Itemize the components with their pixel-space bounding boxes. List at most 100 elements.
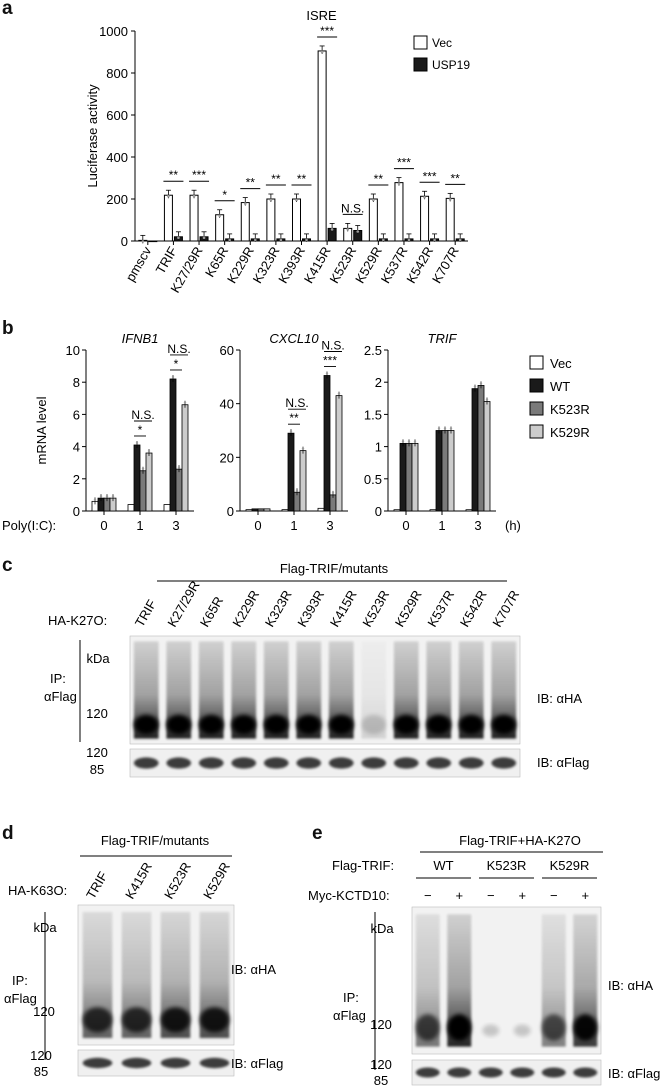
x-tick-label: 0 xyxy=(402,518,409,533)
bar-vec xyxy=(266,198,276,242)
significance-label: ** xyxy=(297,172,307,186)
significance-label: ** xyxy=(169,168,179,182)
significance-label: N.S. xyxy=(341,201,364,215)
significance-label: N.S. xyxy=(321,338,344,352)
panel-letter-c: c xyxy=(2,555,13,576)
row-label: HA-K27O: xyxy=(48,613,107,628)
flag-band xyxy=(426,757,452,769)
data-point xyxy=(253,238,257,242)
panel-letter-b: b xyxy=(2,318,14,339)
data-point xyxy=(147,449,151,453)
bar-wt xyxy=(251,508,259,512)
flag-band xyxy=(541,1067,566,1078)
x-tick-label: 3 xyxy=(326,518,333,533)
smear-band xyxy=(573,1014,598,1041)
significance-label: *** xyxy=(320,24,334,38)
flag-band xyxy=(573,1067,598,1078)
x-axis-label: Poly(I:C): xyxy=(2,518,56,533)
data-point xyxy=(437,427,441,430)
smear-lane xyxy=(541,914,566,1047)
smear-lane xyxy=(573,914,598,1047)
bar-vec xyxy=(393,509,401,512)
ip-label: αFlag xyxy=(4,991,37,1006)
chart-title: IFNB1 xyxy=(122,331,159,346)
data-point xyxy=(325,372,329,375)
flag-band xyxy=(160,1057,191,1069)
group-label: WT xyxy=(433,858,453,873)
ip-label: IP: xyxy=(343,990,359,1005)
bar-k529r xyxy=(335,395,343,512)
flag-band xyxy=(328,757,354,769)
flag-band xyxy=(491,757,517,769)
legend-swatch-usp19 xyxy=(413,57,428,72)
panel-e-blot: Flag-TRIF+HA-K27O Flag-TRIF: WT K523R K529R M… xyxy=(308,833,660,1088)
bar-vec xyxy=(163,504,171,512)
smear-band xyxy=(447,1014,472,1041)
x-tick-label: 0 xyxy=(254,518,261,533)
bar-vec xyxy=(465,509,473,512)
x-tick-label: 1 xyxy=(438,518,445,533)
smear-band xyxy=(296,714,322,735)
y-tick-label: 6 xyxy=(73,407,80,422)
y-tick-label: 0 xyxy=(375,504,382,519)
row-label: Flag-TRIF: xyxy=(332,858,394,873)
legend-swatch-wt xyxy=(529,378,544,393)
significance-label: N.S. xyxy=(167,342,190,356)
treatment-sign: − xyxy=(550,888,558,903)
significance-label: ** xyxy=(289,411,299,425)
data-point xyxy=(135,441,139,445)
bar-vec xyxy=(292,198,301,242)
data-point xyxy=(167,194,170,198)
significance-label: *** xyxy=(423,169,437,183)
ip-label: αFlag xyxy=(44,689,77,704)
ib-label: IB: αFlag xyxy=(231,1056,283,1071)
lane-label: K229R xyxy=(229,588,262,630)
significance-label: *** xyxy=(323,353,337,367)
data-point xyxy=(485,398,489,401)
smear-lane xyxy=(447,914,472,1047)
y-axis-label: mRNA level xyxy=(34,396,49,464)
ip-label: αFlag xyxy=(333,1008,366,1023)
bar-wt xyxy=(435,430,443,512)
blot-membrane-flag xyxy=(411,1059,602,1086)
lane-label: K323R xyxy=(262,588,295,630)
data-point xyxy=(183,401,187,404)
lane-label: K537R xyxy=(424,588,457,630)
lane-label: TRIF xyxy=(132,597,159,630)
data-point xyxy=(407,238,411,242)
data-point xyxy=(301,447,305,450)
significance-label: N.S. xyxy=(131,408,154,422)
bar-vec xyxy=(240,202,250,242)
blot-membrane-ha xyxy=(129,635,521,745)
y-tick-label: 8 xyxy=(73,375,80,390)
row-label: HA-K63O: xyxy=(8,883,67,898)
bar-k529r xyxy=(263,508,271,512)
smear-band xyxy=(199,1007,230,1033)
data-point xyxy=(218,214,221,218)
bar-vec xyxy=(368,198,378,242)
mw-marker: 120 xyxy=(30,1048,52,1063)
flag-band xyxy=(263,757,289,769)
smear-band xyxy=(121,1007,152,1033)
y-tick-label: 600 xyxy=(106,108,128,123)
data-point xyxy=(448,198,452,201)
flag-band xyxy=(415,1067,440,1078)
bar-vec xyxy=(245,509,253,512)
flag-band xyxy=(458,757,484,769)
significance-label: *** xyxy=(192,168,206,182)
data-point xyxy=(382,238,385,242)
y-tick-label: 0 xyxy=(227,504,234,519)
data-point xyxy=(401,440,405,443)
flag-band xyxy=(198,757,224,769)
data-point xyxy=(473,385,477,388)
data-point xyxy=(171,375,175,379)
y-tick-label: 1000 xyxy=(99,24,128,39)
y-tick-label: 2.5 xyxy=(364,343,382,358)
smear-lane xyxy=(415,914,440,1047)
smear-band xyxy=(82,1007,113,1033)
bar-k529r xyxy=(447,430,455,512)
data-point xyxy=(228,238,231,242)
